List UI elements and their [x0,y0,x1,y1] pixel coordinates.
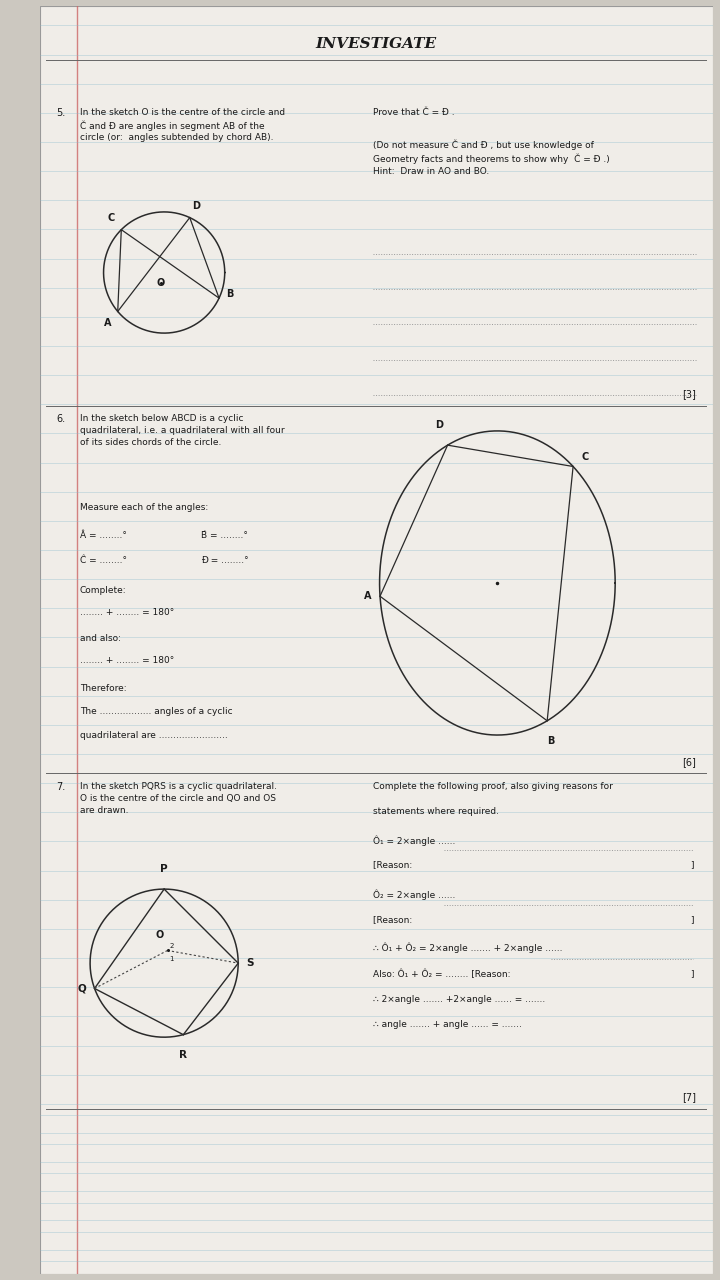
Text: Q: Q [78,983,86,993]
Text: R: R [179,1050,187,1060]
Text: Measure each of the angles:: Measure each of the angles: [80,503,208,512]
Text: Đ = ........°: Đ = ........° [201,557,249,566]
Text: Â = ........°: Â = ........° [80,531,127,540]
Text: [3]: [3] [682,389,696,399]
Text: In the sketch PQRS is a cyclic quadrilateral.
O is the centre of the circle and : In the sketch PQRS is a cyclic quadrilat… [80,782,277,814]
Text: INVESTIGATE: INVESTIGATE [315,37,437,51]
Text: Complete the following proof, also giving reasons for: Complete the following proof, also givin… [373,782,613,791]
Text: Ô₂ = 2×angle ......: Ô₂ = 2×angle ...... [373,890,455,900]
Text: ........ + ........ = 180°: ........ + ........ = 180° [80,608,174,617]
Text: Ĉ = ........°: Ĉ = ........° [80,557,127,566]
Text: O: O [157,278,165,288]
Text: Also: Ô₁ + Ô₂ = ........ [Reason:: Also: Ô₁ + Ô₂ = ........ [Reason: [373,969,513,979]
Text: 5.: 5. [56,108,66,118]
Text: Ô₁ = 2×angle ......: Ô₁ = 2×angle ...... [373,835,455,846]
Text: ]: ] [690,860,694,869]
Text: P: P [161,864,168,874]
Text: 1: 1 [169,956,174,961]
Text: ∴ angle ....... + angle ...... = .......: ∴ angle ....... + angle ...... = ....... [373,1020,522,1029]
Text: (Do not measure Č and Đ , but use knowledge of
Geometry facts and theorems to sh: (Do not measure Č and Đ , but use knowle… [373,140,610,175]
Text: C: C [107,214,114,223]
Text: Therefore:: Therefore: [80,685,127,694]
Text: B: B [226,289,233,300]
Text: A: A [104,317,111,328]
Text: [6]: [6] [682,756,696,767]
Text: quadrilateral are ........................: quadrilateral are ......................… [80,731,228,740]
Text: C: C [581,452,588,462]
Text: Prove that Č = Đ .: Prove that Č = Đ . [373,108,454,116]
Text: B: B [547,736,555,746]
Text: D: D [436,420,444,430]
Text: S: S [246,959,253,968]
Text: O: O [156,931,164,941]
Text: B̂ = ........°: B̂ = ........° [201,531,248,540]
Text: D: D [192,201,199,211]
Text: ........ + ........ = 180°: ........ + ........ = 180° [80,657,174,666]
Text: [Reason:: [Reason: [373,860,415,869]
Text: Complete:: Complete: [80,585,127,594]
Text: In the sketch below ABCD is a cyclic
quadrilateral, i.e. a quadrilateral with al: In the sketch below ABCD is a cyclic qua… [80,415,284,447]
Text: 6.: 6. [56,415,66,425]
Text: 2: 2 [169,943,174,948]
Text: [7]: [7] [682,1093,696,1102]
Text: ∴ Ô₁ + Ô₂ = 2×angle ....... + 2×angle ......: ∴ Ô₁ + Ô₂ = 2×angle ....... + 2×angle ..… [373,943,562,954]
Text: [Reason:: [Reason: [373,915,415,924]
Text: A: A [364,591,372,602]
Text: ∴ 2×angle ....... +2×angle ...... = .......: ∴ 2×angle ....... +2×angle ...... = ....… [373,995,545,1004]
Text: The .................. angles of a cyclic: The .................. angles of a cycli… [80,707,233,717]
Text: In the sketch O is the centre of the circle and
Č and Đ are angles in segment AB: In the sketch O is the centre of the cir… [80,108,285,142]
Text: statements where required.: statements where required. [373,808,499,817]
Text: ]: ] [690,969,694,978]
Text: 7.: 7. [56,782,66,792]
Text: and also:: and also: [80,634,121,643]
Text: ]: ] [690,915,694,924]
